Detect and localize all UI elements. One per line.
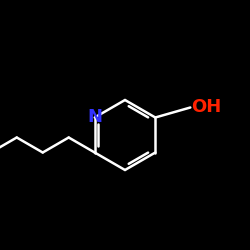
Text: N: N [87,108,102,126]
Text: OH: OH [192,98,222,116]
